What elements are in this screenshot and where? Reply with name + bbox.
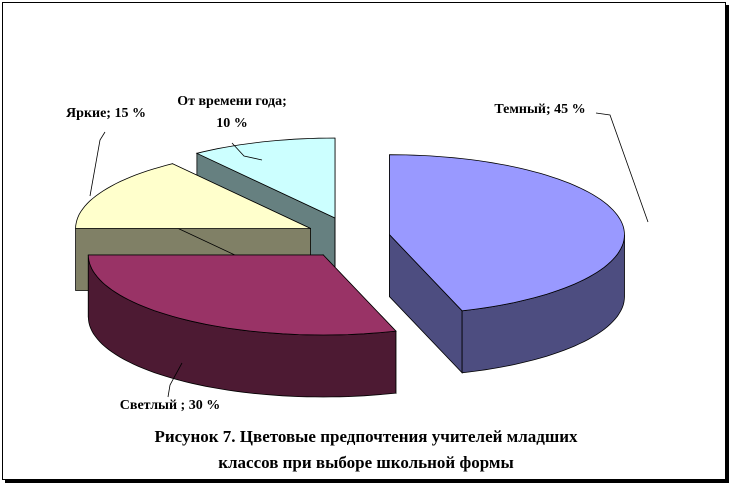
data-label: Темный; 45 % — [494, 102, 585, 117]
slice — [87, 254, 397, 398]
chart-title: Рисунок 7. Цветовые предпочтения учителе… — [154, 427, 578, 472]
slice-top — [195, 137, 336, 219]
data-label: Яркие; 15 % — [66, 106, 146, 121]
leader-line — [167, 362, 183, 398]
data-label: Светлый ; 30 % — [120, 398, 220, 413]
leader-line — [231, 142, 263, 161]
slice-top — [75, 163, 311, 229]
leader-line — [595, 112, 649, 223]
data-label-line: Яркие; 15 % — [66, 106, 146, 121]
slice-top — [389, 154, 625, 312]
leader-line — [89, 131, 106, 197]
slice-top — [87, 254, 397, 336]
data-label-line: Светлый ; 30 % — [120, 398, 220, 413]
data-label-line: 10 % — [216, 116, 248, 131]
data-label-line: От времени года; — [177, 94, 287, 109]
slice — [389, 154, 625, 374]
data-label-line: Темный; 45 % — [494, 102, 585, 117]
data-label: От времени года; 10 % — [177, 94, 287, 131]
